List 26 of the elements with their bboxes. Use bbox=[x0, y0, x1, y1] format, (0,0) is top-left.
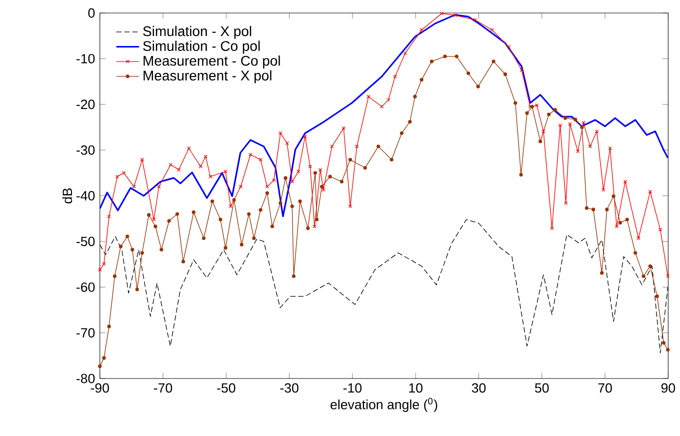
x-tick-label: 30 bbox=[472, 383, 486, 392]
y-tick-label: -60 bbox=[76, 282, 95, 292]
y-tick-label: -40 bbox=[76, 190, 95, 200]
y-tick-label: 0 bbox=[88, 8, 95, 18]
legend-label: Simulation - Co pol bbox=[143, 40, 260, 54]
legend-label: Measurement - Co pol bbox=[144, 55, 280, 68]
y-tick-label: -80 bbox=[76, 374, 95, 384]
x-tick-label: 90 bbox=[661, 383, 676, 392]
y-tick-label: -10 bbox=[76, 54, 95, 64]
x-tick-label: -50 bbox=[217, 383, 236, 392]
y-tick-label: -20 bbox=[76, 99, 95, 109]
x-tick-label: -70 bbox=[154, 383, 172, 392]
y-tick-label: -50 bbox=[76, 236, 95, 246]
x-tick-label: -90 bbox=[90, 383, 109, 392]
x-tick-label: 10 bbox=[409, 383, 422, 392]
x-tick-label: -10 bbox=[343, 383, 362, 392]
x-axis-title: elevation angle ($^{0}$) bbox=[330, 398, 438, 412]
x-tick-label: 70 bbox=[598, 383, 612, 392]
y-tick-label: -70 bbox=[76, 328, 95, 338]
y-tick-label: -30 bbox=[76, 145, 95, 155]
legend-label: Simulation - X pol bbox=[143, 26, 252, 39]
y-axis-title: dB bbox=[62, 188, 72, 204]
x-tick-label: 50 bbox=[535, 383, 549, 392]
x-tick-label: -30 bbox=[280, 383, 298, 392]
legend-label: Measurement - X pol bbox=[144, 70, 272, 84]
line-series bbox=[100, 14, 668, 217]
